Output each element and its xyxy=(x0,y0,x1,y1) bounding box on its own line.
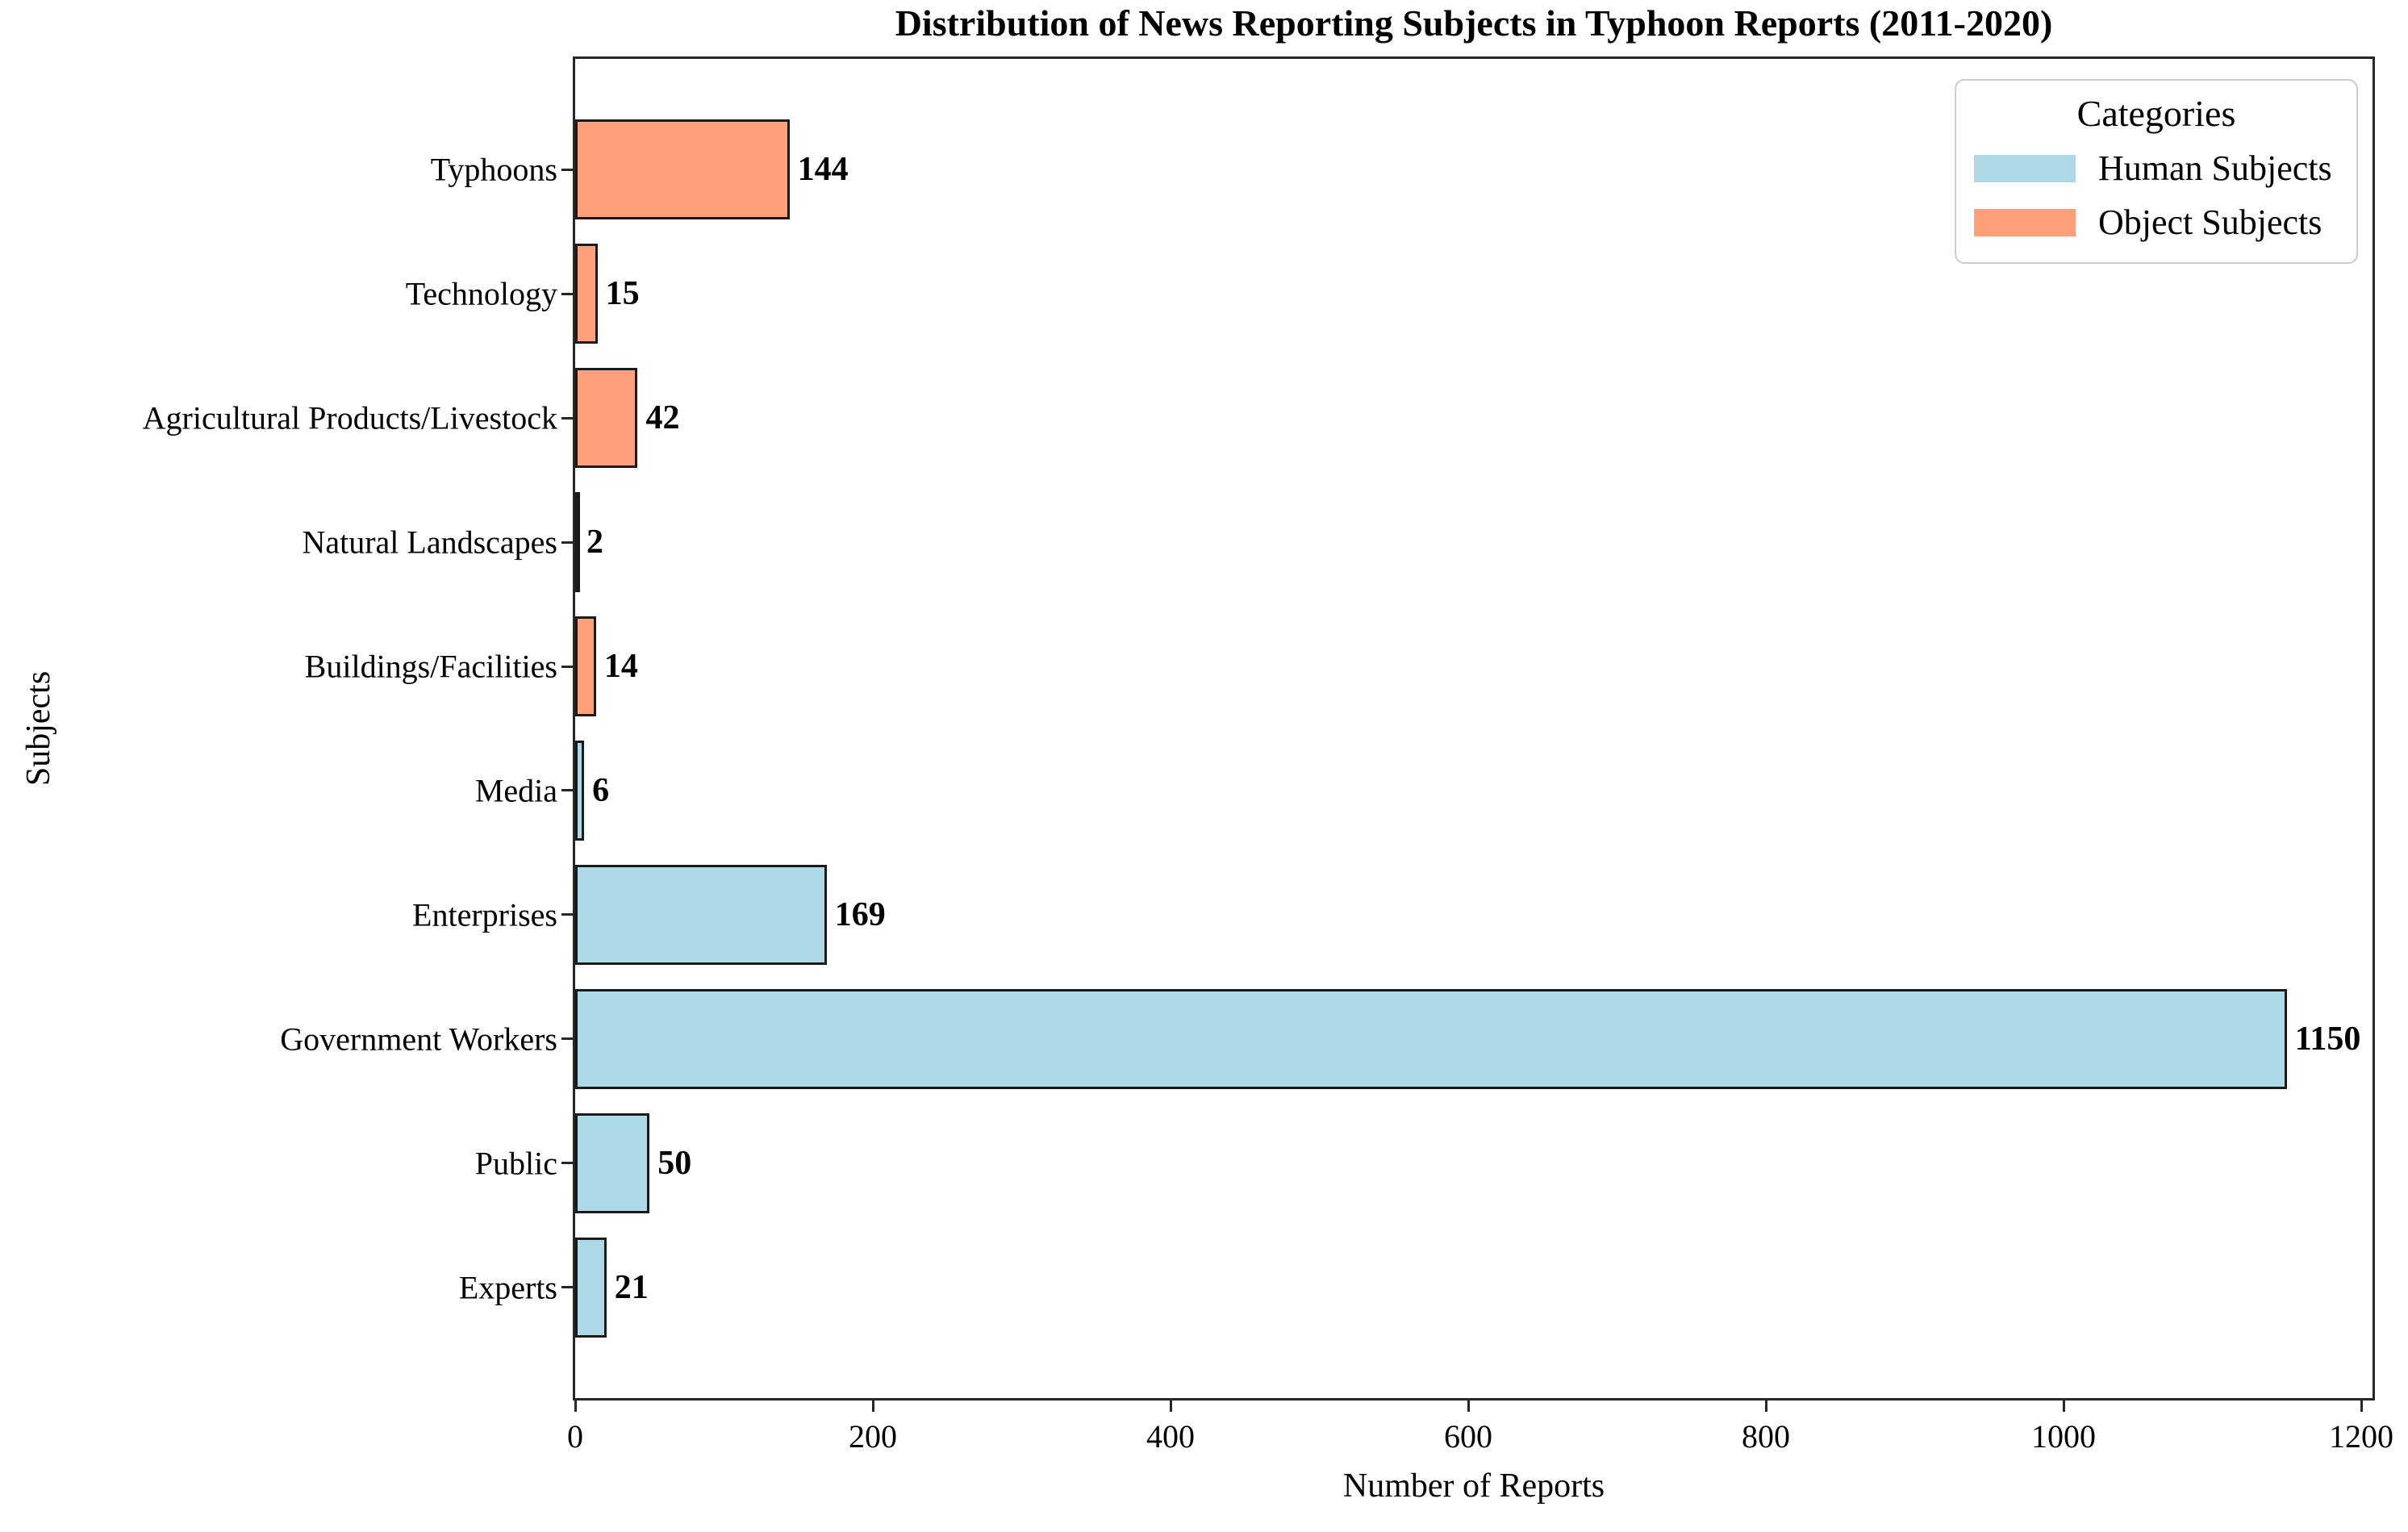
y-tick xyxy=(561,292,573,295)
bar-value-label: 21 xyxy=(614,1268,649,1306)
bar-value-label: 169 xyxy=(834,895,886,933)
legend-swatch xyxy=(1974,154,2076,182)
bar xyxy=(575,119,790,219)
y-axis-label: Subjects xyxy=(20,670,57,787)
y-tick xyxy=(561,913,573,916)
x-axis-label: Number of Reports xyxy=(1342,1467,1605,1505)
x-tick xyxy=(1764,1401,1767,1412)
x-tick xyxy=(1169,1401,1172,1412)
legend: Categories Human Subjects Object Subjects xyxy=(1955,79,2358,264)
bar-value-label: 6 xyxy=(592,771,610,809)
bar xyxy=(575,244,598,344)
x-tick-label: 0 xyxy=(567,1418,583,1455)
x-tick-label: 1000 xyxy=(2031,1418,2096,1455)
bar xyxy=(575,492,580,592)
x-tick xyxy=(574,1401,577,1412)
plot-area xyxy=(573,56,2375,1401)
legend-entry: Object Subjects xyxy=(1974,202,2339,243)
y-tick xyxy=(561,541,573,544)
bar-value-label: 50 xyxy=(657,1144,692,1182)
x-tick xyxy=(871,1401,874,1412)
y-tick xyxy=(561,789,573,792)
x-tick-label: 1200 xyxy=(2329,1418,2393,1455)
bar xyxy=(575,989,2287,1089)
x-tick xyxy=(1467,1401,1470,1412)
category-label: Natural Landscapes xyxy=(302,524,557,561)
y-tick xyxy=(561,1162,573,1165)
bar xyxy=(575,865,827,965)
category-label: Media xyxy=(474,772,557,809)
chart-title: Distribution of News Reporting Subjects … xyxy=(895,2,2053,44)
legend-entries: Human Subjects Object Subjects xyxy=(1974,148,2339,243)
legend-title: Categories xyxy=(2076,93,2236,134)
x-tick xyxy=(2360,1401,2363,1412)
bar-value-label: 42 xyxy=(645,399,680,437)
bar xyxy=(575,616,596,716)
bar-value-label: 15 xyxy=(605,275,640,313)
y-tick xyxy=(561,1037,573,1041)
x-tick-label: 600 xyxy=(1444,1418,1492,1455)
y-tick xyxy=(561,1286,573,1289)
x-tick-label: 800 xyxy=(1742,1418,1790,1455)
legend-entry: Human Subjects xyxy=(1974,148,2339,189)
bar-value-label: 144 xyxy=(797,151,849,189)
category-label: Public xyxy=(474,1145,557,1182)
x-tick-label: 200 xyxy=(849,1418,897,1455)
bar-value-label: 14 xyxy=(603,648,638,685)
y-tick xyxy=(561,168,573,171)
legend-entry-label: Human Subjects xyxy=(2098,148,2332,188)
x-tick xyxy=(2062,1401,2065,1412)
category-label: Experts xyxy=(458,1269,557,1306)
category-label: Technology xyxy=(405,275,557,312)
category-label: Enterprises xyxy=(412,896,557,933)
bar-value-label: 1150 xyxy=(2294,1020,2361,1058)
y-tick xyxy=(561,665,573,668)
bar xyxy=(575,741,585,841)
category-label: Government Workers xyxy=(280,1021,557,1058)
category-label: Agricultural Products/Livestock xyxy=(142,399,557,436)
legend-swatch xyxy=(1974,208,2076,236)
bar xyxy=(575,368,638,468)
y-tick xyxy=(561,416,573,420)
bar xyxy=(575,1238,607,1338)
legend-entry-label: Object Subjects xyxy=(2098,202,2322,242)
bar xyxy=(575,1113,650,1213)
category-label: Typhoons xyxy=(430,151,557,188)
category-label: Buildings/Facilities xyxy=(304,648,557,685)
x-tick-label: 400 xyxy=(1146,1418,1195,1455)
bar-value-label: 2 xyxy=(586,524,603,561)
